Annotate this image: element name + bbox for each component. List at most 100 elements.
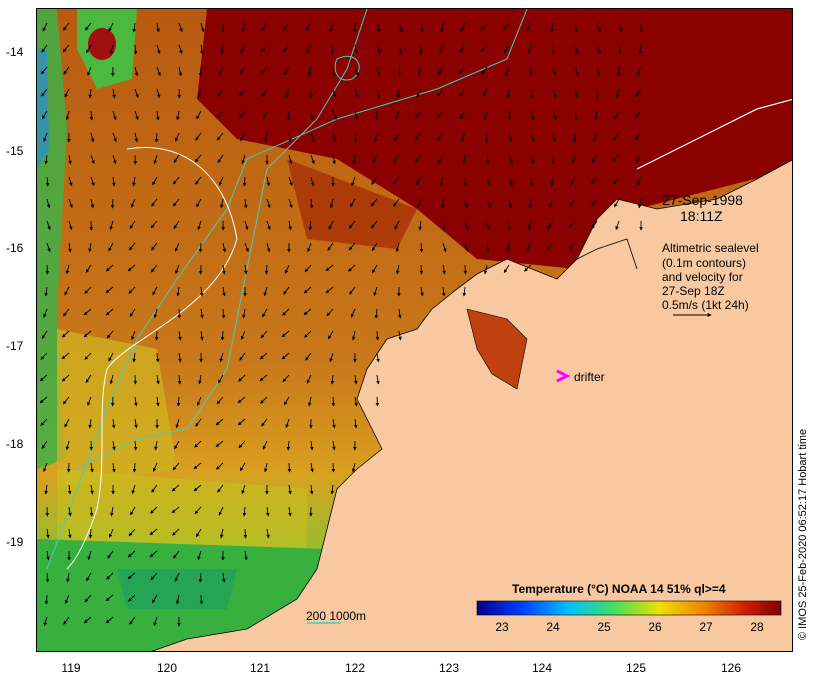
velocity-arrow-icon bbox=[112, 132, 117, 143]
legend-line: Altimetric sealevel bbox=[662, 241, 759, 255]
velocity-arrow-icon bbox=[222, 286, 226, 297]
velocity-arrow-icon bbox=[155, 352, 160, 363]
velocity-arrow-icon bbox=[282, 308, 290, 316]
velocity-arrow-icon bbox=[287, 462, 292, 473]
velocity-arrow-icon bbox=[371, 220, 378, 229]
velocity-arrow-icon bbox=[260, 44, 268, 53]
velocity-arrow-icon bbox=[131, 330, 136, 340]
velocity-arrow-icon bbox=[463, 264, 468, 275]
velocity-arrow-icon bbox=[242, 308, 246, 319]
velocity-arrow-icon bbox=[63, 308, 70, 317]
velocity-arrow-icon bbox=[552, 66, 557, 77]
velocity-arrow-icon bbox=[418, 220, 422, 231]
velocity-arrow-icon bbox=[394, 220, 400, 230]
velocity-arrow-icon bbox=[238, 88, 246, 97]
velocity-arrow-icon bbox=[112, 110, 117, 121]
velocity-arrow-icon bbox=[349, 220, 356, 229]
velocity-arrow-icon bbox=[85, 264, 92, 274]
velocity-arrow-icon bbox=[242, 506, 247, 517]
velocity-arrow-icon bbox=[178, 66, 183, 77]
velocity-arrow-icon bbox=[151, 198, 158, 207]
velocity-arrow-icon bbox=[109, 44, 114, 55]
velocity-arrow-icon bbox=[41, 440, 48, 449]
velocity-arrow-icon bbox=[285, 418, 290, 429]
velocity-arrow-icon bbox=[129, 308, 136, 317]
x-tick-label: 120 bbox=[156, 661, 178, 675]
velocity-arrow-icon bbox=[41, 330, 48, 340]
contour-200m bbox=[46, 9, 528, 570]
velocity-arrow-icon bbox=[508, 132, 513, 143]
velocity-arrow-icon bbox=[615, 220, 620, 231]
velocity-arrow-icon bbox=[350, 308, 356, 318]
velocity-arrow-icon bbox=[244, 550, 248, 561]
velocity-arrow-icon bbox=[286, 110, 291, 121]
velocity-arrow-icon bbox=[639, 22, 644, 33]
velocity-arrow-icon bbox=[464, 198, 469, 209]
velocity-arrow-icon bbox=[351, 330, 356, 341]
velocity-arrow-icon bbox=[153, 154, 158, 165]
velocity-arrow-icon bbox=[173, 220, 180, 229]
velocity-arrow-icon bbox=[260, 66, 268, 75]
velocity-arrow-icon bbox=[46, 550, 50, 561]
velocity-arrow-icon bbox=[107, 550, 114, 559]
velocity-arrow-icon bbox=[307, 242, 312, 253]
velocity-arrow-icon bbox=[615, 88, 620, 99]
velocity-arrow-icon bbox=[199, 286, 204, 297]
velocity-arrow-icon bbox=[45, 572, 50, 583]
velocity-arrow-icon bbox=[216, 132, 224, 141]
velocity-field bbox=[39, 22, 644, 627]
velocity-arrow-icon bbox=[156, 396, 160, 407]
velocity-arrow-icon bbox=[483, 110, 488, 121]
velocity-arrow-icon bbox=[440, 22, 445, 33]
velocity-arrow-icon bbox=[352, 154, 357, 165]
velocity-arrow-icon bbox=[244, 220, 249, 231]
velocity-arrow-icon bbox=[310, 462, 314, 473]
velocity-arrow-icon bbox=[508, 176, 513, 187]
velocity-arrow-icon bbox=[194, 154, 202, 163]
velocity-arrow-icon bbox=[260, 330, 268, 339]
velocity-arrow-icon bbox=[325, 286, 334, 294]
velocity-arrow-icon bbox=[327, 242, 334, 251]
time-label: 18:11Z bbox=[680, 208, 723, 224]
velocity-arrow-icon bbox=[171, 506, 180, 514]
x-tick-label: 124 bbox=[531, 661, 553, 675]
velocity-arrow-icon bbox=[310, 440, 314, 451]
velocity-arrow-icon bbox=[151, 484, 158, 493]
velocity-arrow-icon bbox=[195, 418, 202, 427]
velocity-arrow-icon bbox=[87, 66, 92, 76]
velocity-arrow-icon bbox=[62, 44, 70, 53]
velocity-arrow-icon bbox=[505, 66, 510, 76]
velocity-arrow-icon bbox=[39, 396, 48, 404]
velocity-arrow-icon bbox=[90, 462, 94, 473]
velocity-arrow-icon bbox=[395, 110, 400, 121]
velocity-arrow-icon bbox=[308, 66, 312, 77]
velocity-arrow-icon bbox=[41, 110, 48, 120]
velocity-arrow-icon bbox=[285, 88, 290, 99]
velocity-arrow-icon bbox=[396, 88, 401, 99]
velocity-arrow-icon bbox=[41, 88, 48, 97]
velocity-arrow-icon bbox=[132, 352, 136, 363]
velocity-arrow-icon bbox=[130, 506, 136, 516]
velocity-arrow-icon bbox=[110, 506, 114, 517]
velocity-arrow-icon bbox=[239, 462, 246, 472]
velocity-arrow-icon bbox=[546, 242, 554, 251]
velocity-arrow-icon bbox=[398, 22, 403, 33]
velocity-arrow-icon bbox=[634, 110, 642, 119]
velocity-arrow-icon bbox=[371, 176, 378, 185]
velocity-arrow-icon bbox=[176, 110, 180, 121]
velocity-arrow-icon bbox=[354, 88, 359, 99]
velocity-arrow-icon bbox=[263, 286, 268, 297]
velocity-arrow-icon bbox=[241, 484, 246, 495]
velocity-arrow-icon bbox=[150, 572, 158, 581]
velocity-arrow-icon bbox=[458, 66, 466, 75]
velocity-arrow-icon bbox=[349, 286, 356, 295]
velocity-arrow-icon bbox=[395, 264, 400, 275]
velocity-arrow-icon bbox=[436, 110, 444, 119]
velocity-arrow-icon bbox=[105, 264, 114, 272]
velocity-arrow-icon bbox=[398, 330, 402, 341]
drifter-icon bbox=[556, 369, 571, 383]
velocity-arrow-icon bbox=[486, 198, 491, 209]
velocity-arrow-icon bbox=[547, 220, 554, 230]
velocity-arrow-icon bbox=[134, 66, 139, 77]
velocity-arrow-icon bbox=[85, 22, 92, 31]
